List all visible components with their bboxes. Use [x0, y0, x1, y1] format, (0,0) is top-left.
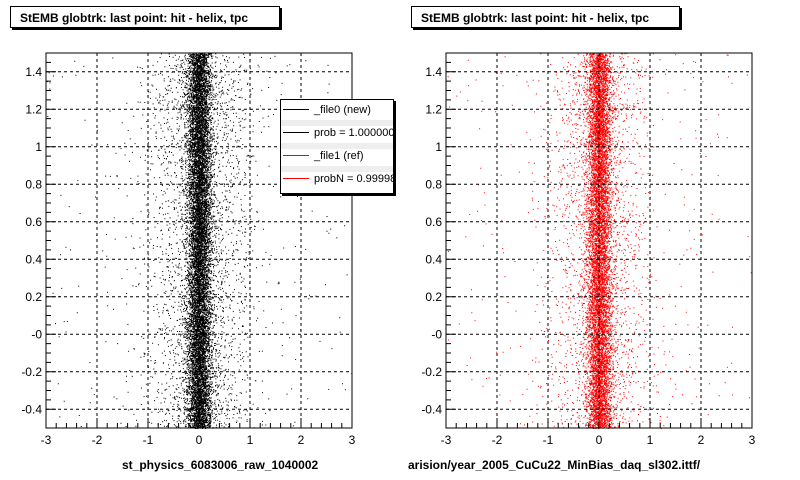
legend-entry-file1: _file1 (ref) [281, 149, 393, 163]
x-tick-label: -3 [41, 433, 52, 447]
chart-title-left: StEMB globtrk: last point: hit - helix, … [10, 6, 280, 28]
y-tick-label: -0.2 [21, 365, 42, 379]
x-tick-label: 1 [247, 433, 254, 447]
y-tick-label: 0.2 [25, 290, 42, 304]
x-tick-label: 2 [298, 433, 305, 447]
y-tick-label: -0.4 [421, 402, 442, 416]
legend-label: _file0 (new) [314, 104, 371, 116]
x-tick-label: 2 [698, 433, 705, 447]
legend-entry-probN: probN = 0.999989 [281, 172, 394, 186]
x-axis-label-left: st_physics_6083006_raw_1040002 [122, 458, 319, 472]
scatter-points [447, 53, 752, 429]
x-tick-label: 3 [749, 433, 756, 447]
legend-entry-file0: _file0 (new) [281, 103, 393, 117]
y-tick-label: 0.2 [425, 290, 442, 304]
legend-line-probN [283, 178, 309, 179]
y-tick-label: 1.2 [425, 102, 442, 116]
x-tick-label: -2 [492, 433, 503, 447]
y-tick-label: 1 [435, 140, 442, 154]
y-tick-label: -0.4 [21, 402, 42, 416]
y-tick-label: -0.2 [421, 365, 442, 379]
x-tick-label: 0 [196, 433, 203, 447]
x-tick-label: 3 [349, 433, 356, 447]
x-tick-label: 0 [596, 433, 603, 447]
y-tick-label: 1 [35, 140, 42, 154]
x-tick-label: -3 [441, 433, 452, 447]
y-tick-label: 1.2 [25, 102, 42, 116]
legend-line-prob [283, 132, 309, 133]
x-tick-label: -1 [543, 433, 554, 447]
legend-entry-prob: prob = 1.000000 [281, 126, 394, 140]
y-tick-label: 0.4 [25, 252, 42, 266]
y-tick-label: 1.4 [425, 65, 442, 79]
y-tick-label: 0.8 [25, 177, 42, 191]
y-tick-label: 0.8 [425, 177, 442, 191]
y-tick-label: 0.6 [425, 215, 442, 229]
x-axis-label-right: arision/year_2005_CuCu22_MinBias_daq_sl3… [408, 458, 701, 472]
y-tick-label: 0.6 [25, 215, 42, 229]
legend-line-file0 [283, 109, 309, 110]
legend-line-file1 [283, 155, 309, 156]
legend-label: _file1 (ref) [314, 150, 364, 162]
legend-label: prob = 1.000000 [314, 127, 394, 139]
legend-label: probN = 0.999989 [314, 173, 394, 185]
chart-title-right: StEMB globtrk: last point: hit - helix, … [411, 6, 680, 28]
scatter-points [46, 53, 353, 429]
y-tick-label: -0 [31, 327, 42, 341]
y-tick-label: -0 [431, 327, 442, 341]
y-tick-label: 0.4 [425, 252, 442, 266]
y-tick-label: 1.4 [25, 65, 42, 79]
x-tick-label: -1 [143, 433, 154, 447]
x-tick-label: -2 [92, 433, 103, 447]
legend: _file0 (new) prob = 1.000000 _file1 (ref… [280, 99, 394, 194]
x-tick-label: 1 [647, 433, 654, 447]
